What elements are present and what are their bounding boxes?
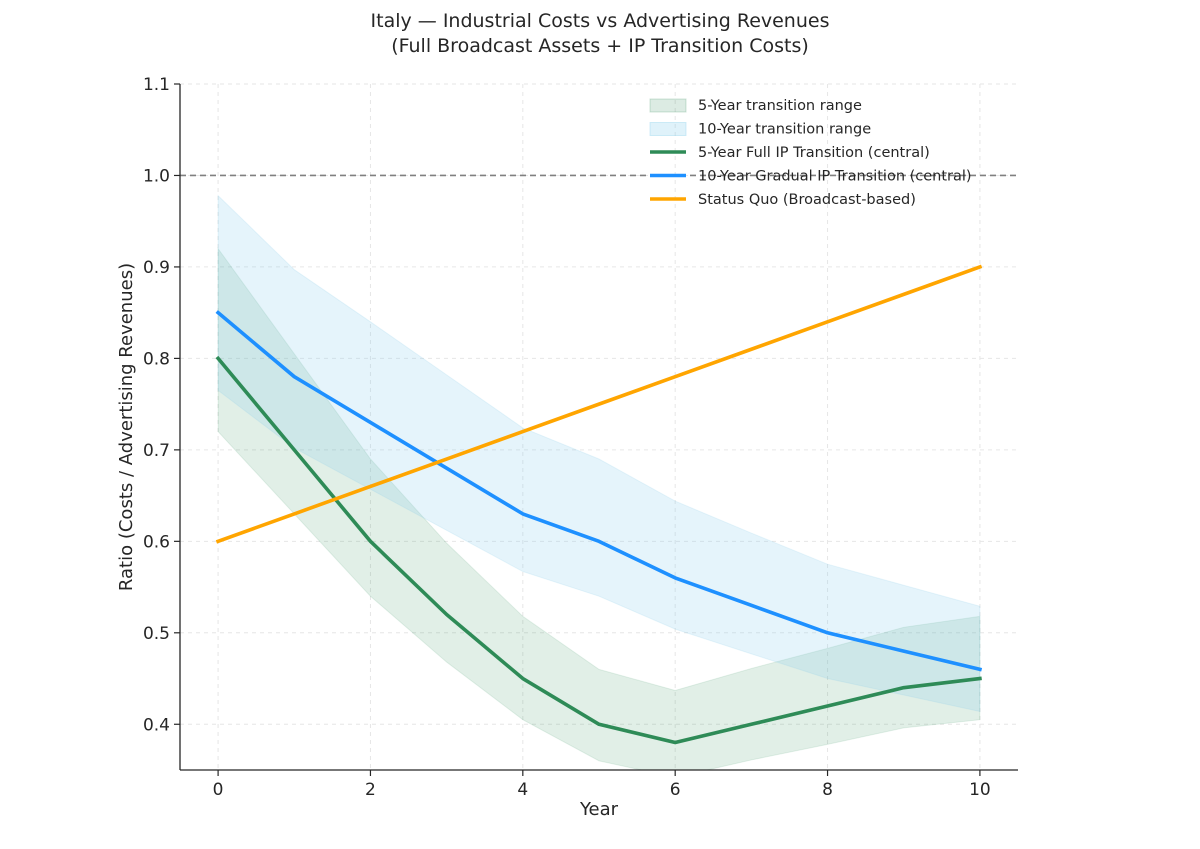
y-tick-label: 1.1 [143,75,170,95]
axis-ticks: 0 2 4 6 8 10 0.4 0.5 0.6 0.7 0.8 0.9 1.0 1.1 [143,75,991,800]
x-tick-label: 0 [213,780,224,800]
band-area [217,194,981,713]
y-tick-label: 1.0 [143,166,170,186]
legend: 5-Year transition range 10-Year transitio… [649,98,972,208]
chart-subtitle: (Full Broadcast Assets + IP Transition C… [391,35,809,57]
x-tick-label: 4 [517,780,528,800]
legend-label: Status Quo (Broadcast-based) [698,192,916,208]
x-tick-label: 8 [822,780,833,800]
y-tick-label: 0.5 [143,624,170,644]
legend-label: 10-Year Gradual IP Transition (central) [698,169,972,185]
series-lines [215,264,983,745]
y-tick-label: 0.9 [143,258,170,278]
y-axis-label: Ratio (Costs / Advertising Revenues) [116,263,137,591]
band-area [217,247,981,770]
y-tick-label: 0.4 [143,715,170,735]
series-line [215,264,983,544]
legend-label: 5-Year Full IP Transition (central) [698,145,930,161]
transition-bands [217,194,981,770]
y-tick-label: 0.8 [143,349,170,369]
legend-label: 5-Year transition range [698,98,862,114]
y-tick-label: 0.7 [143,441,170,461]
legend-swatch [649,122,687,136]
y-tick-label: 0.6 [143,532,170,552]
legend-label: 10-Year transition range [698,122,871,138]
x-tick-label: 6 [670,780,681,800]
series-line [215,355,982,745]
x-tick-label: 10 [969,780,991,800]
series-line [215,310,983,672]
x-axis-label: Year [579,799,619,820]
legend-swatch [649,98,687,113]
x-tick-label: 2 [365,780,376,800]
axes [179,84,1018,771]
chart-title: Italy — Industrial Costs vs Advertising … [371,10,830,32]
